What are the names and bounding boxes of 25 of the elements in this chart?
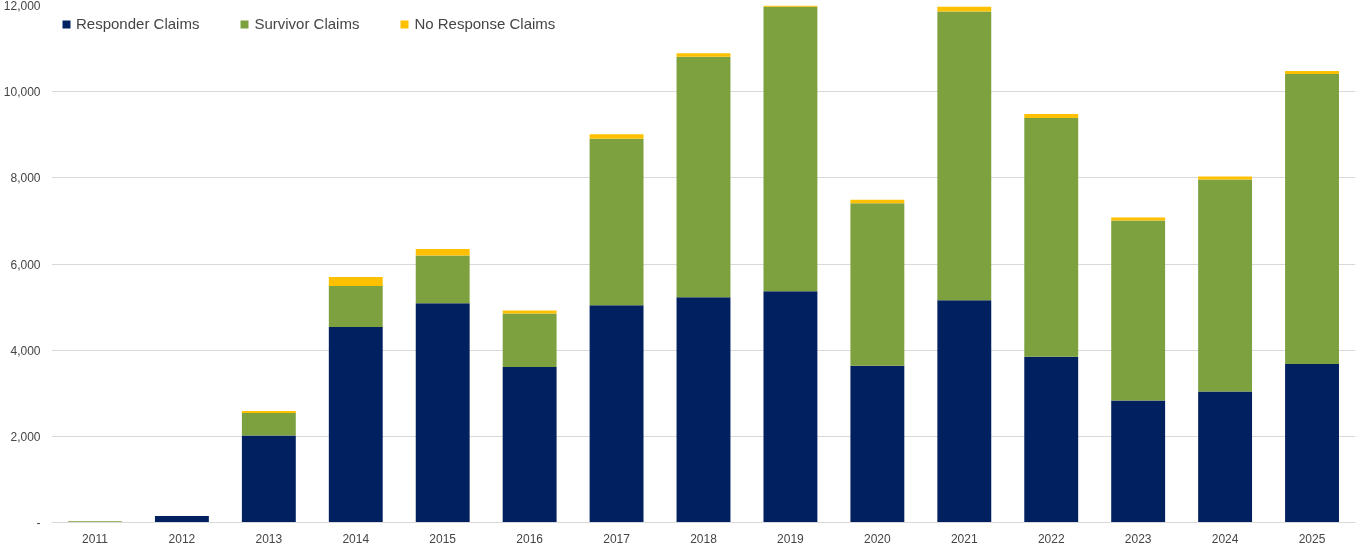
x-tick-label: 2014 xyxy=(342,531,370,546)
y-tick-label: 4,000 xyxy=(10,343,41,358)
y-tick-label: 2,000 xyxy=(10,429,41,444)
x-tick-label: 2018 xyxy=(690,531,718,546)
x-tick-label: 2016 xyxy=(516,531,544,546)
x-tick-label: 2011 xyxy=(82,531,109,546)
legend-label: Survivor Claims xyxy=(254,15,360,32)
legend-label: Responder Claims xyxy=(76,15,200,32)
x-tick-label: 2025 xyxy=(1298,531,1326,546)
x-tick-label: 2022 xyxy=(1037,531,1065,546)
y-tick-label: 8,000 xyxy=(10,171,41,186)
y-tick-label: 10,000 xyxy=(3,85,41,100)
y-tick-label: 12,000 xyxy=(3,0,41,13)
y-tick-label: - xyxy=(36,516,41,530)
x-tick-label: 2017 xyxy=(603,531,631,546)
x-tick-label: 2012 xyxy=(168,531,196,546)
legend-label: No Response Claims xyxy=(414,15,556,32)
x-tick-label: 2015 xyxy=(429,531,457,546)
x-tick-label: 2013 xyxy=(255,531,283,546)
x-tick-label: 2024 xyxy=(1211,531,1239,546)
y-tick-label: 6,000 xyxy=(10,257,41,272)
x-tick-label: 2021 xyxy=(950,531,978,546)
x-tick-label: 2020 xyxy=(864,531,892,546)
x-tick-label: 2019 xyxy=(777,531,805,546)
x-tick-label: 2023 xyxy=(1124,531,1152,546)
